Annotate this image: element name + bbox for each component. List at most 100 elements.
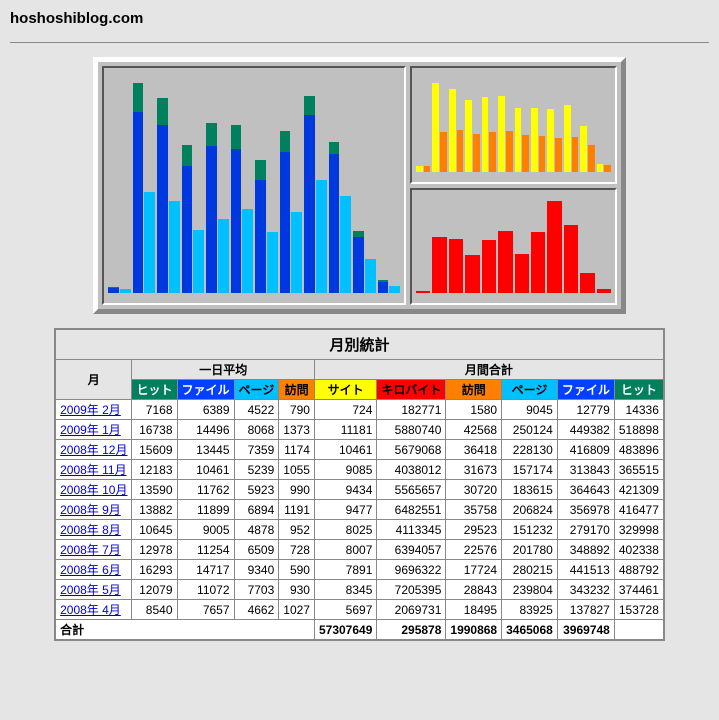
month-link[interactable]: 2008年 9月 [60,501,127,518]
cell: 14336 [614,400,664,420]
totals-pages: 1990868 [446,620,502,641]
cell: 1055 [279,460,315,480]
cell: 9045 [502,400,558,420]
cell: 365515 [614,460,664,480]
cell: 183615 [502,480,558,500]
cell: 8068 [234,420,279,440]
month-link[interactable]: 2008年 11月 [60,461,127,478]
hdr-files: ファイル [177,380,234,400]
cell: 9340 [234,560,279,580]
divider [10,42,709,43]
bar-files [108,288,119,293]
cell: 329998 [614,520,664,540]
cell: 12978 [132,540,177,560]
cell: 206824 [502,500,558,520]
bar-sites [506,131,513,171]
cell: 9434 [314,480,376,500]
cell: 11254 [177,540,234,560]
cell: 36418 [446,440,502,460]
bar-files [231,149,242,293]
bar-files [255,180,266,293]
month-link[interactable]: 2009年 1月 [60,421,127,438]
bar-visits [580,126,587,171]
totals-kb: 57307649 [314,620,376,641]
cell: 5697 [314,600,376,620]
bar-kb [482,240,496,293]
bar-kb [449,239,463,293]
month-link[interactable]: 2008年 4月 [60,601,127,618]
bar-sites [457,130,464,171]
cell: 13445 [177,440,234,460]
cell: 416477 [614,500,664,520]
cell: 8540 [132,600,177,620]
cell: 7205395 [377,580,446,600]
bar-sites [424,166,431,172]
cell: 343232 [557,580,614,600]
bar-pages [242,209,253,293]
bar-kb [515,254,529,293]
hdr-pages2: ページ [502,380,558,400]
cell: 12079 [132,580,177,600]
month-link[interactable]: 2008年 5月 [60,581,127,598]
cell: 10461 [314,440,376,460]
cell: 5565657 [377,480,446,500]
cell: 14496 [177,420,234,440]
cell: 9005 [177,520,234,540]
cell: 1027 [279,600,315,620]
bar-kb [547,201,561,293]
cell: 279170 [557,520,614,540]
cell: 1580 [446,400,502,420]
month-link[interactable]: 2008年 12月 [60,441,127,458]
cell: 4522 [234,400,279,420]
cell: 151232 [502,520,558,540]
bar-kb [597,289,611,293]
cell: 17724 [446,560,502,580]
cell: 7359 [234,440,279,460]
cell: 5239 [234,460,279,480]
month-link[interactable]: 2008年 7月 [60,541,127,558]
bar-files [329,154,340,293]
month-link[interactable]: 2009年 2月 [60,401,127,418]
month-link[interactable]: 2008年 6月 [60,561,127,578]
bar-visits [564,105,571,171]
bar-visits [498,96,505,171]
cell: 8345 [314,580,376,600]
bar-kb [531,232,545,293]
cell: 250124 [502,420,558,440]
group-monthly: 月間合計 [314,360,663,380]
bar-kb [498,231,512,293]
cell: 483896 [614,440,664,460]
bar-visits [515,108,522,172]
month-link[interactable]: 2008年 8月 [60,521,127,538]
cell: 6894 [234,500,279,520]
table-row: 2008年 11月1218310461523910559085403801231… [55,460,664,480]
cell: 22576 [446,540,502,560]
cell: 421309 [614,480,664,500]
cell: 11762 [177,480,234,500]
hdr-visits: 訪問 [279,380,315,400]
month-link[interactable]: 2008年 10月 [60,481,127,498]
cell: 153728 [614,600,664,620]
cell: 137827 [557,600,614,620]
bar-files [157,125,168,293]
bar-sites [473,134,480,172]
bar-pages [316,180,327,293]
cell: 790 [279,400,315,420]
cell: 12779 [557,400,614,420]
bar-pages [120,289,131,293]
bar-pages [389,286,400,293]
cell: 228130 [502,440,558,460]
bar-sites [440,132,447,172]
cell: 29523 [446,520,502,540]
cell: 13590 [132,480,177,500]
hdr-sites: サイト [314,380,376,400]
hdr-hits2: ヒット [614,380,664,400]
group-daily: 一日平均 [132,360,315,380]
bar-kb [465,255,479,293]
table-row: 2008年 5月12079110727703930834572053952884… [55,580,664,600]
chart-side-top [410,66,617,184]
cell: 930 [279,580,315,600]
table-title: 月別統計 [55,329,664,360]
chart-side-bottom [410,188,617,306]
cell: 728 [279,540,315,560]
